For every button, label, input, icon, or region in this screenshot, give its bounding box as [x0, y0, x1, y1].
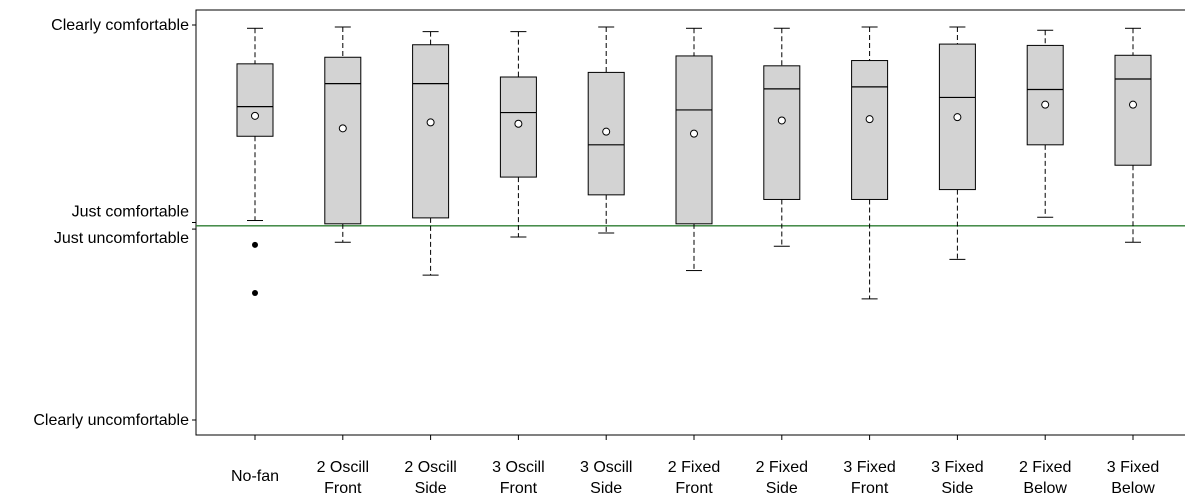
x-tick-label-line: Front	[851, 480, 889, 497]
mean-marker	[865, 115, 874, 124]
x-tick-label: 3 Fixed Front	[843, 459, 895, 497]
x-tick-label-line: Front	[675, 480, 713, 497]
mean-marker	[953, 113, 962, 122]
box-group	[675, 27, 713, 272]
box-group	[763, 27, 801, 247]
box-iqr	[236, 63, 274, 137]
y-tick-label: Clearly uncomfortable	[33, 412, 189, 429]
x-tick-label: 3 Fixed Side	[931, 459, 983, 497]
box-iqr	[324, 56, 362, 225]
x-tick-label-line: 2 Fixed	[1019, 459, 1071, 476]
mean-marker	[690, 129, 698, 138]
x-tick-label-line: Side	[766, 480, 798, 497]
x-axis: No-fan 2 Oscill Front 2 Oscill Side 3 Oscill F…	[231, 435, 1159, 497]
x-tick-label: 3 Fixed Below	[1107, 459, 1159, 497]
y-axis: Clearly comfortable Just comfortable Just …	[33, 17, 196, 429]
x-tick-label-line: Front	[500, 480, 538, 497]
x-tick-label: 2 Fixed Below	[1019, 459, 1071, 497]
x-tick-label: 2 Oscill Side	[404, 459, 456, 497]
box-iqr	[1114, 54, 1152, 166]
x-tick-label-line: 3 Oscill	[492, 459, 544, 476]
y-tick-label: Clearly comfortable	[51, 17, 189, 34]
x-tick-label-line: Side	[590, 480, 622, 497]
box-iqr	[675, 55, 713, 225]
x-tick-label: 2 Fixed Side	[756, 459, 808, 497]
mean-marker	[602, 127, 611, 136]
x-tick-label-line: 2 Oscill	[404, 459, 456, 476]
box-group	[851, 26, 889, 300]
x-tick-label-line: 3 Fixed	[843, 459, 895, 476]
mean-marker	[1129, 100, 1137, 109]
x-tick-label: 3 Oscill Side	[580, 459, 632, 497]
box-iqr	[412, 44, 450, 219]
x-tick-label-line: 2 Oscill	[317, 459, 369, 476]
box-group	[938, 26, 976, 260]
box-group	[1026, 29, 1064, 218]
boxes-layer	[236, 26, 1152, 300]
x-tick-label-line: Side	[941, 480, 973, 497]
mean-marker	[338, 124, 347, 133]
x-tick-label: 3 Oscill Front	[492, 459, 544, 497]
y-tick-label: Just comfortable	[72, 204, 189, 221]
box-group	[587, 26, 625, 234]
outlier-point	[252, 241, 258, 248]
box-group	[412, 31, 450, 276]
x-tick-label: No-fan	[231, 468, 279, 485]
x-tick-label-line: 2 Fixed	[668, 459, 720, 476]
x-tick-label-line: 3 Fixed	[931, 459, 983, 476]
x-tick-label-line: Below	[1111, 480, 1155, 497]
box-group	[324, 26, 362, 243]
box-group	[499, 31, 537, 238]
x-tick-label-line: Side	[415, 480, 447, 497]
box-iqr	[763, 65, 801, 200]
x-tick-label-line: 2 Fixed	[756, 459, 808, 476]
x-tick-label-line: 3 Oscill	[580, 459, 632, 476]
x-tick-label-line: Front	[324, 480, 362, 497]
x-tick-label-line: Below	[1023, 480, 1067, 497]
y-tick-label: Just uncomfortable	[54, 230, 189, 247]
mean-marker	[426, 118, 435, 127]
mean-marker	[1041, 100, 1050, 109]
box-group	[1114, 27, 1152, 243]
mean-marker	[514, 119, 523, 128]
x-tick-label: 2 Fixed Front	[668, 459, 720, 497]
mean-marker	[777, 116, 786, 125]
x-tick-label-line: 3 Fixed	[1107, 459, 1159, 476]
x-tick-label: 2 Oscill Front	[317, 459, 369, 497]
box-iqr	[851, 60, 889, 200]
mean-marker	[251, 111, 259, 120]
box-group	[236, 27, 274, 296]
outlier-point	[252, 289, 258, 296]
box-iqr	[1026, 44, 1064, 146]
